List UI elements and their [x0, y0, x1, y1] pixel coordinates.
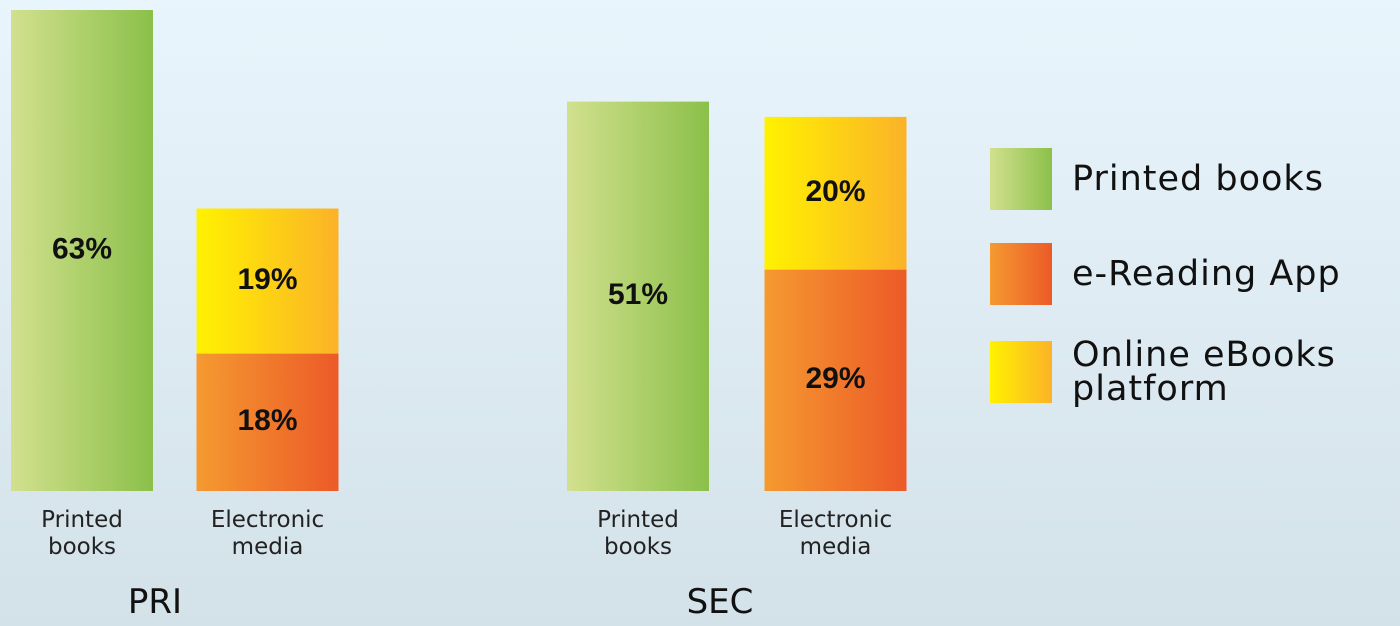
bar-segment [196, 208, 339, 354]
category-label: Printed books [597, 507, 679, 560]
legend-entry: Printed books [990, 148, 1400, 210]
category-label: Electronic media [778, 507, 893, 560]
legend-entry: Online eBooks platform [990, 335, 1400, 409]
value-label: 51% [608, 278, 668, 311]
value-label: 63% [52, 232, 112, 265]
group-label: SEC [686, 582, 754, 622]
bar-segment [196, 353, 339, 491]
bar-segment [11, 10, 153, 491]
legend-label: Printed books [1072, 159, 1324, 199]
category-label: Electronic media [210, 507, 325, 560]
bar-segment [764, 269, 907, 491]
bar-segment [764, 116, 907, 270]
legend-label: e-Reading App [1072, 254, 1341, 294]
legend-swatch [990, 243, 1052, 305]
group-label: PRI [127, 582, 183, 622]
value-label: 18% [237, 404, 297, 437]
legend-label: Online eBooks platform [1072, 335, 1336, 409]
value-label: 19% [237, 263, 297, 296]
legend-swatch [990, 148, 1052, 210]
category-label: Printed books [41, 507, 123, 560]
legend-entry: e-Reading App [990, 243, 1400, 305]
legend-swatch [990, 341, 1052, 403]
value-label: 29% [805, 362, 865, 395]
bar-segment [567, 101, 709, 491]
value-label: 20% [805, 175, 865, 208]
